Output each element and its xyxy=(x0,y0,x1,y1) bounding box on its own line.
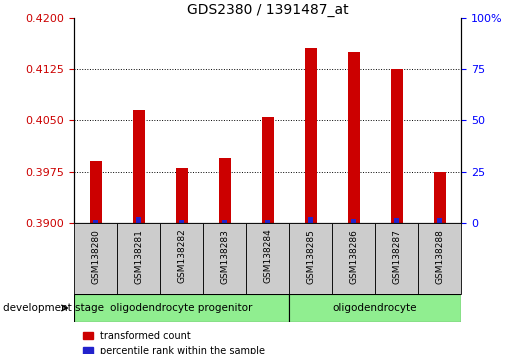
Bar xyxy=(394,218,399,223)
Text: GSM138283: GSM138283 xyxy=(220,229,229,284)
Bar xyxy=(265,220,270,223)
Text: GSM138288: GSM138288 xyxy=(435,229,444,284)
Bar xyxy=(289,223,332,294)
Bar xyxy=(375,223,418,294)
Text: oligodendrocyte progenitor: oligodendrocyte progenitor xyxy=(110,303,253,313)
Bar xyxy=(175,168,188,223)
Text: oligodendrocyte: oligodendrocyte xyxy=(333,303,417,313)
Bar xyxy=(179,220,184,223)
Text: GSM138286: GSM138286 xyxy=(349,229,358,284)
Bar xyxy=(160,223,203,294)
Bar xyxy=(132,110,145,223)
Bar xyxy=(136,217,142,223)
Bar xyxy=(203,223,246,294)
Bar xyxy=(222,220,227,223)
Text: GSM138287: GSM138287 xyxy=(392,229,401,284)
Bar xyxy=(289,294,461,322)
Text: GSM138282: GSM138282 xyxy=(177,229,186,284)
Text: GSM138284: GSM138284 xyxy=(263,229,272,284)
Bar xyxy=(74,223,117,294)
Legend: transformed count, percentile rank within the sample: transformed count, percentile rank withi… xyxy=(79,327,269,354)
Bar xyxy=(391,69,403,223)
Bar xyxy=(262,117,273,223)
Bar xyxy=(434,172,446,223)
Bar xyxy=(93,220,99,223)
Bar xyxy=(437,218,443,223)
Bar xyxy=(74,294,289,322)
Bar xyxy=(117,223,160,294)
Text: GSM138285: GSM138285 xyxy=(306,229,315,284)
Title: GDS2380 / 1391487_at: GDS2380 / 1391487_at xyxy=(187,3,348,17)
Bar xyxy=(90,161,102,223)
Text: development stage: development stage xyxy=(3,303,104,313)
Bar xyxy=(308,217,313,223)
Bar xyxy=(305,48,316,223)
Text: GSM138280: GSM138280 xyxy=(91,229,100,284)
Bar xyxy=(246,223,289,294)
Bar xyxy=(418,223,461,294)
Bar xyxy=(219,158,231,223)
Bar xyxy=(332,223,375,294)
Bar xyxy=(351,219,356,223)
Text: GSM138281: GSM138281 xyxy=(134,229,143,284)
Bar xyxy=(348,52,360,223)
